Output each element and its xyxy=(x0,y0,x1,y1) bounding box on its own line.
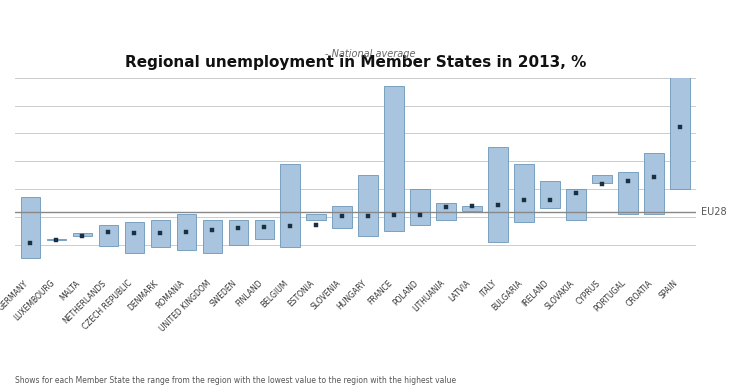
Bar xyxy=(73,233,92,236)
Bar xyxy=(437,203,456,219)
Bar xyxy=(645,153,664,214)
Bar xyxy=(488,147,508,242)
Bar xyxy=(150,219,170,247)
Bar xyxy=(306,214,326,219)
Bar xyxy=(255,219,274,239)
Text: EU28: EU28 xyxy=(702,207,727,217)
Bar xyxy=(385,86,404,231)
Bar xyxy=(592,175,612,183)
Bar xyxy=(462,206,482,211)
Bar xyxy=(332,206,352,228)
Bar xyxy=(358,175,378,236)
Bar xyxy=(566,189,586,219)
Bar xyxy=(514,164,534,222)
Text: - National average: - National average xyxy=(325,49,415,59)
Text: Shows for each Member State the range from the region with the lowest value to t: Shows for each Member State the range fr… xyxy=(15,376,456,385)
Bar xyxy=(203,219,222,253)
Bar xyxy=(411,189,430,225)
Bar xyxy=(229,219,248,245)
Bar xyxy=(619,172,638,214)
Bar xyxy=(21,197,40,258)
Bar xyxy=(280,164,300,247)
Bar xyxy=(540,180,560,209)
Bar xyxy=(670,70,690,189)
Bar xyxy=(124,222,144,253)
Bar xyxy=(47,239,66,240)
Bar xyxy=(98,225,118,245)
Title: Regional unemployment in Member States in 2013, %: Regional unemployment in Member States i… xyxy=(124,55,586,70)
Bar xyxy=(177,214,196,250)
